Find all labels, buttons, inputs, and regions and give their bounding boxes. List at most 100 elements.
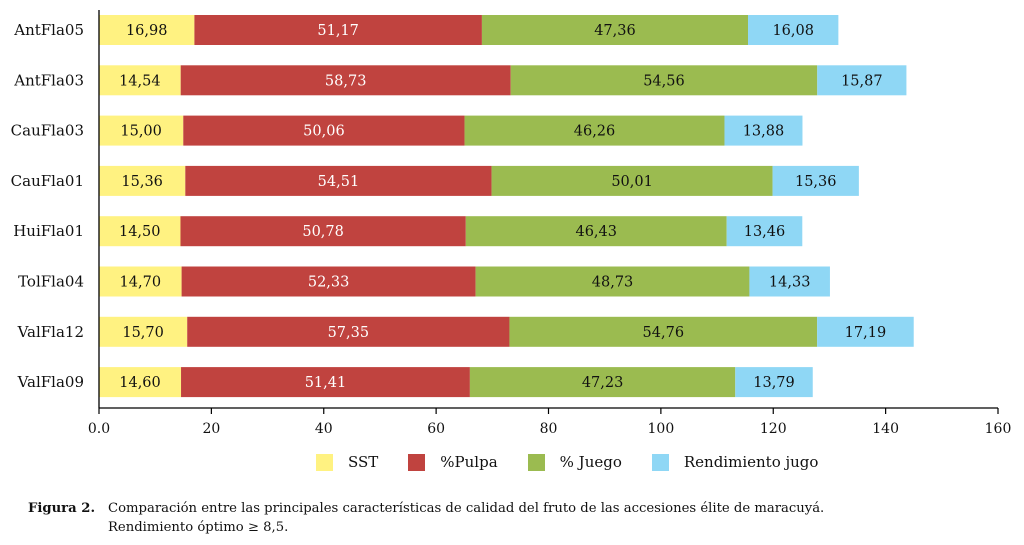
data-label: 13,46 (744, 224, 786, 240)
data-label: 14,33 (769, 275, 811, 291)
bar-segment (180, 65, 511, 96)
bar-segment (817, 65, 907, 96)
legend-item: SST (316, 453, 378, 471)
data-label: 15,87 (841, 73, 883, 89)
bar-segment (99, 216, 181, 247)
bars-group: 16,98 51,17 47,36 16,08 14,54 58,73 54,56 15,87… (99, 15, 914, 398)
category-label: ValFla09 (17, 373, 84, 391)
x-tick-label: 80 (540, 421, 558, 437)
legend-label: %Pulpa (440, 453, 498, 471)
bar-segment (724, 115, 803, 146)
category-label: ValFla12 (17, 323, 84, 341)
category-label: AntFla03 (13, 71, 84, 89)
data-label: 46,43 (575, 224, 617, 240)
data-label: 16,08 (772, 23, 814, 39)
legend-item: % Juego (527, 453, 622, 471)
bar-segment (99, 65, 181, 96)
bar-segment (99, 316, 188, 347)
bar-segment (99, 15, 195, 45)
x-tick-label: 0.0 (88, 421, 110, 437)
category-label: CauFla01 (11, 172, 84, 190)
bar-segment (99, 266, 182, 297)
bar-segment (99, 115, 184, 146)
legend-swatch (527, 453, 545, 471)
bar-segment (510, 65, 818, 96)
bar-segment (181, 266, 476, 297)
data-label: 15,36 (121, 174, 163, 190)
data-label: 50,06 (303, 124, 345, 140)
legend-item: Rendimiento jugo (651, 453, 819, 471)
bar-segment (465, 216, 727, 247)
data-label: 57,35 (328, 325, 370, 341)
x-tick-label: 40 (315, 421, 333, 437)
data-label: 58,73 (325, 73, 367, 89)
legend-swatch (408, 453, 426, 471)
data-label: 54,76 (643, 325, 685, 341)
data-label: 14,50 (119, 224, 161, 240)
bar-segment (749, 266, 830, 297)
bar-segment (817, 316, 914, 347)
bar-segment (99, 367, 182, 398)
data-label: 47,23 (582, 375, 624, 391)
bar-segment (99, 165, 186, 196)
legend-label: SST (348, 453, 379, 471)
x-tick-label: 140 (872, 421, 899, 437)
data-label: 47,36 (594, 23, 636, 39)
legend-item: %Pulpa (408, 453, 498, 471)
data-label: 46,26 (574, 124, 616, 140)
data-label: 51,17 (317, 23, 359, 39)
bar-segment (181, 367, 470, 398)
data-label: 14,70 (120, 275, 162, 291)
bar-segment (726, 216, 803, 247)
bar-segment (469, 367, 736, 398)
x-axis: 0.0 20 40 60 80 100 120 140 160 (88, 10, 1012, 437)
x-tick-label: 20 (202, 421, 220, 437)
bar-segment (491, 165, 773, 196)
legend: SST %Pulpa % Juego Rendimiento jugo (316, 453, 818, 471)
bar-segment (509, 316, 818, 347)
legend-label: Rendimiento jugo (683, 453, 819, 471)
category-labels: AntFla05 AntFla03 CauFla03 CauFla01 HuiFla01… (11, 21, 84, 391)
data-label: 50,01 (611, 174, 653, 190)
data-label: 16,98 (126, 23, 168, 39)
caption-line-1: Comparación entre las principales caract… (108, 501, 825, 516)
bar-segment (475, 266, 750, 297)
x-tick-label: 60 (427, 421, 445, 437)
figure-label: Figura 2. (28, 501, 96, 516)
legend-swatch (316, 453, 333, 471)
data-label: 48,73 (592, 275, 634, 291)
data-label: 50,78 (302, 224, 344, 240)
category-label: HuiFla01 (13, 222, 84, 240)
bar-segment (183, 115, 465, 146)
stacked-bar-chart: 16,98 51,17 47,36 16,08 14,54 58,73 54,56 15,87… (11, 10, 1012, 437)
data-label: 15,36 (795, 174, 837, 190)
data-label: 13,88 (743, 124, 785, 140)
data-label: 14,54 (119, 73, 161, 89)
data-label: 54,56 (643, 73, 685, 89)
bar-segment (481, 15, 749, 45)
figure-caption: Figura 2. Comparación entre las principal… (28, 499, 1023, 537)
legend-swatch (651, 453, 669, 471)
data-label: 14,60 (119, 375, 161, 391)
bar-segment (187, 316, 510, 347)
data-label: 54,51 (318, 174, 360, 190)
x-tick-label: 160 (985, 421, 1012, 437)
data-label: 13,79 (753, 375, 795, 391)
bar-segment (194, 15, 482, 45)
bar-segment (748, 15, 839, 45)
data-label: 15,70 (122, 325, 164, 341)
legend-label: % Juego (559, 453, 622, 471)
bar-segment (180, 216, 466, 247)
data-label: 15,00 (120, 124, 162, 140)
bar-segment (464, 115, 725, 146)
category-label: AntFla05 (13, 21, 84, 39)
bar-segment (772, 165, 859, 196)
data-label: 51,41 (305, 375, 347, 391)
category-label: CauFla03 (11, 122, 84, 140)
x-tick-label: 100 (648, 421, 675, 437)
x-tick-label: 120 (760, 421, 787, 437)
bar-segment (185, 165, 492, 196)
bar-segment (735, 367, 813, 398)
data-label: 17,19 (845, 325, 887, 341)
category-label: TolFla04 (18, 273, 84, 291)
